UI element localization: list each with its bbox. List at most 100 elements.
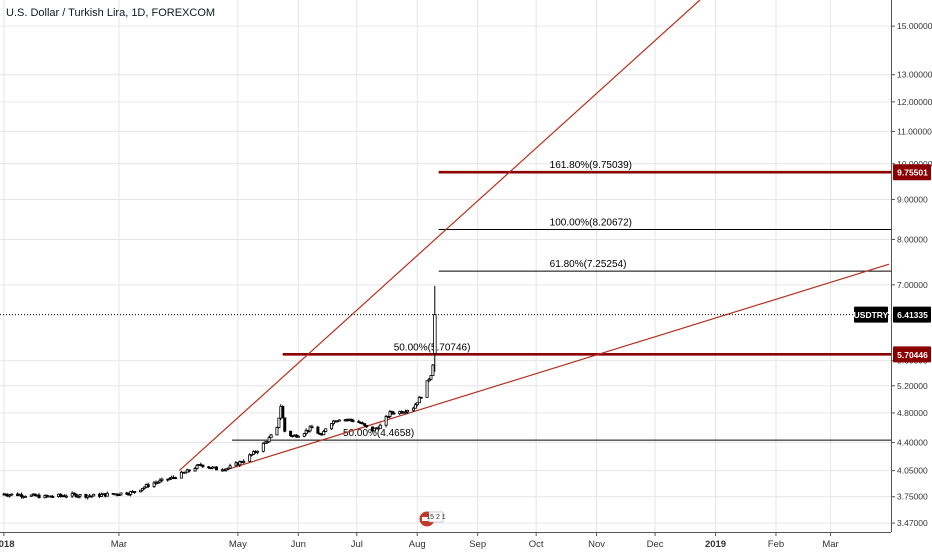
- candle-body: [425, 380, 429, 398]
- y-tick-label: 5.20000: [897, 381, 928, 391]
- candle-body: [363, 423, 367, 426]
- candle-body: [255, 450, 259, 453]
- candle-body: [384, 416, 388, 426]
- candle-body: [125, 492, 129, 495]
- candle-body: [92, 493, 96, 497]
- candle-body: [226, 467, 230, 470]
- candle-body: [119, 492, 123, 496]
- x-tick-label: Mar: [111, 539, 127, 550]
- candle-body: [156, 481, 160, 484]
- candle-body: [310, 426, 314, 429]
- candle-body: [195, 464, 199, 470]
- x-tick-label: Sep: [469, 539, 486, 550]
- candle-body: [183, 471, 187, 474]
- last-price-tag-text: 6.41335: [897, 310, 928, 320]
- candle-body: [238, 461, 242, 466]
- candle-body: [133, 491, 137, 493]
- candle-body: [322, 431, 326, 436]
- candle-body: [152, 482, 156, 487]
- fib-level-label: 61.80%(7.25254): [550, 259, 627, 270]
- candle-body: [413, 404, 417, 409]
- y-tick-label: 15.00000: [897, 21, 932, 31]
- x-tick-label: Jul: [351, 539, 363, 550]
- candle-body: [10, 493, 14, 496]
- candle-body: [365, 424, 369, 428]
- candle-body: [158, 479, 162, 483]
- y-tick-label: 12.00000: [897, 97, 932, 107]
- x-axis-panel: [0, 532, 891, 550]
- candle-body: [228, 465, 232, 469]
- candle-body: [427, 378, 431, 382]
- candle-body: [324, 428, 328, 432]
- candle-body: [51, 496, 55, 498]
- last-price-tag: [893, 306, 931, 323]
- spike-candle-body: [433, 314, 437, 354]
- candle-body: [23, 495, 27, 498]
- y-tick-label: 3.75000: [897, 492, 928, 502]
- symbol-tag-text: USDTRY: [854, 310, 889, 320]
- candle-body: [250, 453, 254, 456]
- x-tick-label: Oct: [529, 539, 544, 550]
- candle-body: [308, 426, 312, 432]
- y-tick-label: 11.00000: [897, 126, 932, 136]
- candle-body: [302, 433, 306, 437]
- x-tick-label: 2019: [705, 539, 726, 550]
- candle-body: [138, 489, 142, 493]
- fib-price-tag-text: 5.70446: [897, 350, 928, 360]
- y-tick-label: 8.00000: [897, 235, 928, 245]
- candle-body: [76, 495, 80, 498]
- y-axis-panel: [891, 0, 932, 550]
- y-tick-label: 10.00000: [897, 159, 932, 169]
- candle-body: [386, 416, 390, 418]
- x-tick-label: May: [229, 539, 247, 550]
- candle-body: [404, 411, 408, 414]
- candle-body: [269, 434, 273, 439]
- symbol-tag: [854, 306, 888, 323]
- candle-body: [265, 441, 269, 444]
- candle-body: [90, 495, 94, 498]
- fib-level-label: 100.00%(8.20672): [550, 217, 632, 228]
- candle-body: [388, 411, 392, 417]
- candle-body: [37, 494, 41, 499]
- trendline: [178, 0, 701, 472]
- candle-body: [201, 464, 205, 468]
- candle-body: [330, 423, 334, 430]
- chart-title: U.S. Dollar / Turkish Lira, 1D, FOREXCOM: [6, 7, 216, 19]
- candle-body: [99, 494, 103, 497]
- candle-body: [372, 427, 376, 432]
- candle-body: [283, 417, 287, 432]
- candle-body: [129, 491, 133, 495]
- candle-body: [64, 495, 68, 498]
- candle-body: [411, 407, 415, 411]
- candle-body: [105, 492, 109, 497]
- candle-body: [275, 427, 279, 436]
- candle-body: [281, 406, 285, 419]
- y-tick-label: 9.00000: [897, 195, 928, 205]
- event-flag-stripe: [421, 517, 432, 521]
- candle-body: [378, 424, 382, 430]
- candle-body: [415, 402, 419, 406]
- fib-price-tag-text: 9.75501: [897, 168, 928, 178]
- candle-body: [140, 488, 144, 491]
- candle-body: [59, 493, 63, 497]
- candle-body: [417, 396, 421, 404]
- fib-price-tag: [893, 164, 931, 181]
- event-count-label: 15 2 1: [426, 514, 446, 521]
- y-tick-label: 4.05000: [897, 466, 928, 476]
- x-tick-label: Dec: [647, 539, 664, 550]
- candle-body: [431, 364, 435, 376]
- candle-body: [261, 442, 265, 452]
- candle-body: [429, 375, 433, 380]
- candle-body: [146, 484, 150, 487]
- candle-body: [174, 477, 178, 479]
- x-tick-label: Aug: [409, 539, 426, 550]
- candle-body: [392, 412, 396, 415]
- candle-body: [187, 469, 191, 472]
- candle-body: [267, 437, 271, 443]
- candle-body: [74, 493, 78, 498]
- y-tick-label: 4.40000: [897, 437, 928, 447]
- candle-body: [296, 435, 300, 438]
- candle-body: [142, 486, 146, 489]
